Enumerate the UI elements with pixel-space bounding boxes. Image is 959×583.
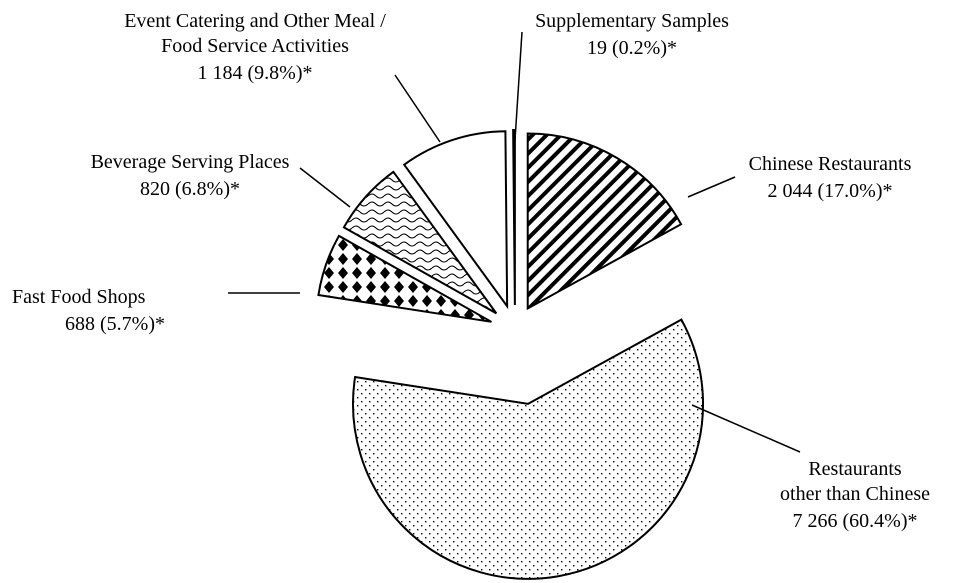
- slice-label: Beverage Serving Places 820 (6.8%)*: [91, 151, 290, 200]
- slice-label: Fast Food Shops 688 (5.7%)*: [12, 286, 165, 335]
- category-label: other than Chinese: [780, 483, 930, 505]
- category-label: Chinese Restaurants: [749, 153, 912, 175]
- category-label: Food Service Activities: [161, 35, 349, 57]
- category-label: Fast Food Shops: [12, 286, 146, 308]
- category-label: Restaurants: [808, 458, 902, 480]
- category-label: Event Catering and Other Meal /: [124, 10, 386, 32]
- slice-label: Event Catering and Other Meal / Food Serv…: [124, 10, 386, 84]
- value-label: 2 044 (17.0%)*: [768, 180, 893, 202]
- slice-label: Restaurants other than Chinese 7 266 (60.4…: [780, 458, 930, 532]
- value-label: 688 (5.7%)*: [65, 313, 165, 335]
- leader-line: [687, 176, 736, 198]
- value-label: 7 266 (60.4%)*: [793, 510, 918, 532]
- category-label: Beverage Serving Places: [91, 151, 290, 173]
- leader-line: [394, 74, 441, 143]
- pie-slice: [352, 318, 705, 580]
- value-label: 19 (0.2%)*: [587, 37, 677, 59]
- pie-slice: [342, 170, 498, 315]
- leader-line: [691, 404, 801, 453]
- pie-slice: [402, 130, 509, 310]
- pie-slice: [317, 234, 492, 323]
- slice-label: Chinese Restaurants 2 044 (17.0%)*: [749, 153, 912, 202]
- leader-line: [514, 31, 523, 141]
- leader-line: [299, 167, 351, 208]
- category-label: Supplementary Samples: [535, 10, 729, 32]
- value-label: 1 184 (9.8%)*: [198, 62, 313, 84]
- value-label: 820 (6.8%)*: [140, 178, 240, 200]
- pie-slice: [526, 132, 683, 311]
- slice-label: Supplementary Samples 19 (0.2%)*: [535, 10, 729, 59]
- pie-slice: [512, 128, 516, 306]
